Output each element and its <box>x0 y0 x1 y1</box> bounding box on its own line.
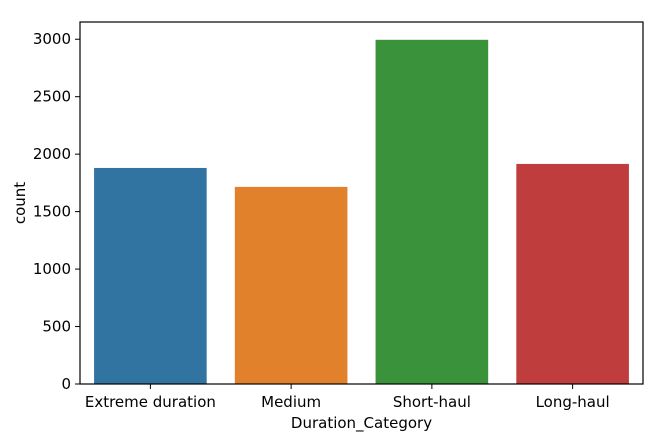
x-tick-label: Extreme duration <box>85 393 216 411</box>
x-axis-title: Duration_Category <box>291 414 432 433</box>
bar-long-haul <box>516 163 629 384</box>
y-tick-label: 2500 <box>33 88 71 106</box>
y-tick-label: 1000 <box>33 260 71 278</box>
y-tick-label: 0 <box>61 375 71 393</box>
y-axis-title: count <box>11 182 29 224</box>
bar-extreme-duration <box>94 167 207 384</box>
bar-medium <box>234 186 348 384</box>
bar-short-haul <box>375 39 489 385</box>
y-axis: 0 500 1000 1500 2000 2500 3000 <box>33 30 80 393</box>
plot-frame <box>79 21 644 385</box>
y-tick-label: 1500 <box>33 203 71 221</box>
x-tick-label: Short-haul <box>393 393 471 411</box>
y-tick-label: 500 <box>42 318 71 336</box>
y-tick-label: 3000 <box>33 30 71 48</box>
x-axis: Extreme duration Medium Short-haul Long-hau… <box>85 384 610 411</box>
bars-layer <box>94 39 629 385</box>
x-tick-label: Medium <box>261 393 321 411</box>
x-tick-label: Long-haul <box>536 393 610 411</box>
y-tick-label: 2000 <box>33 145 71 163</box>
